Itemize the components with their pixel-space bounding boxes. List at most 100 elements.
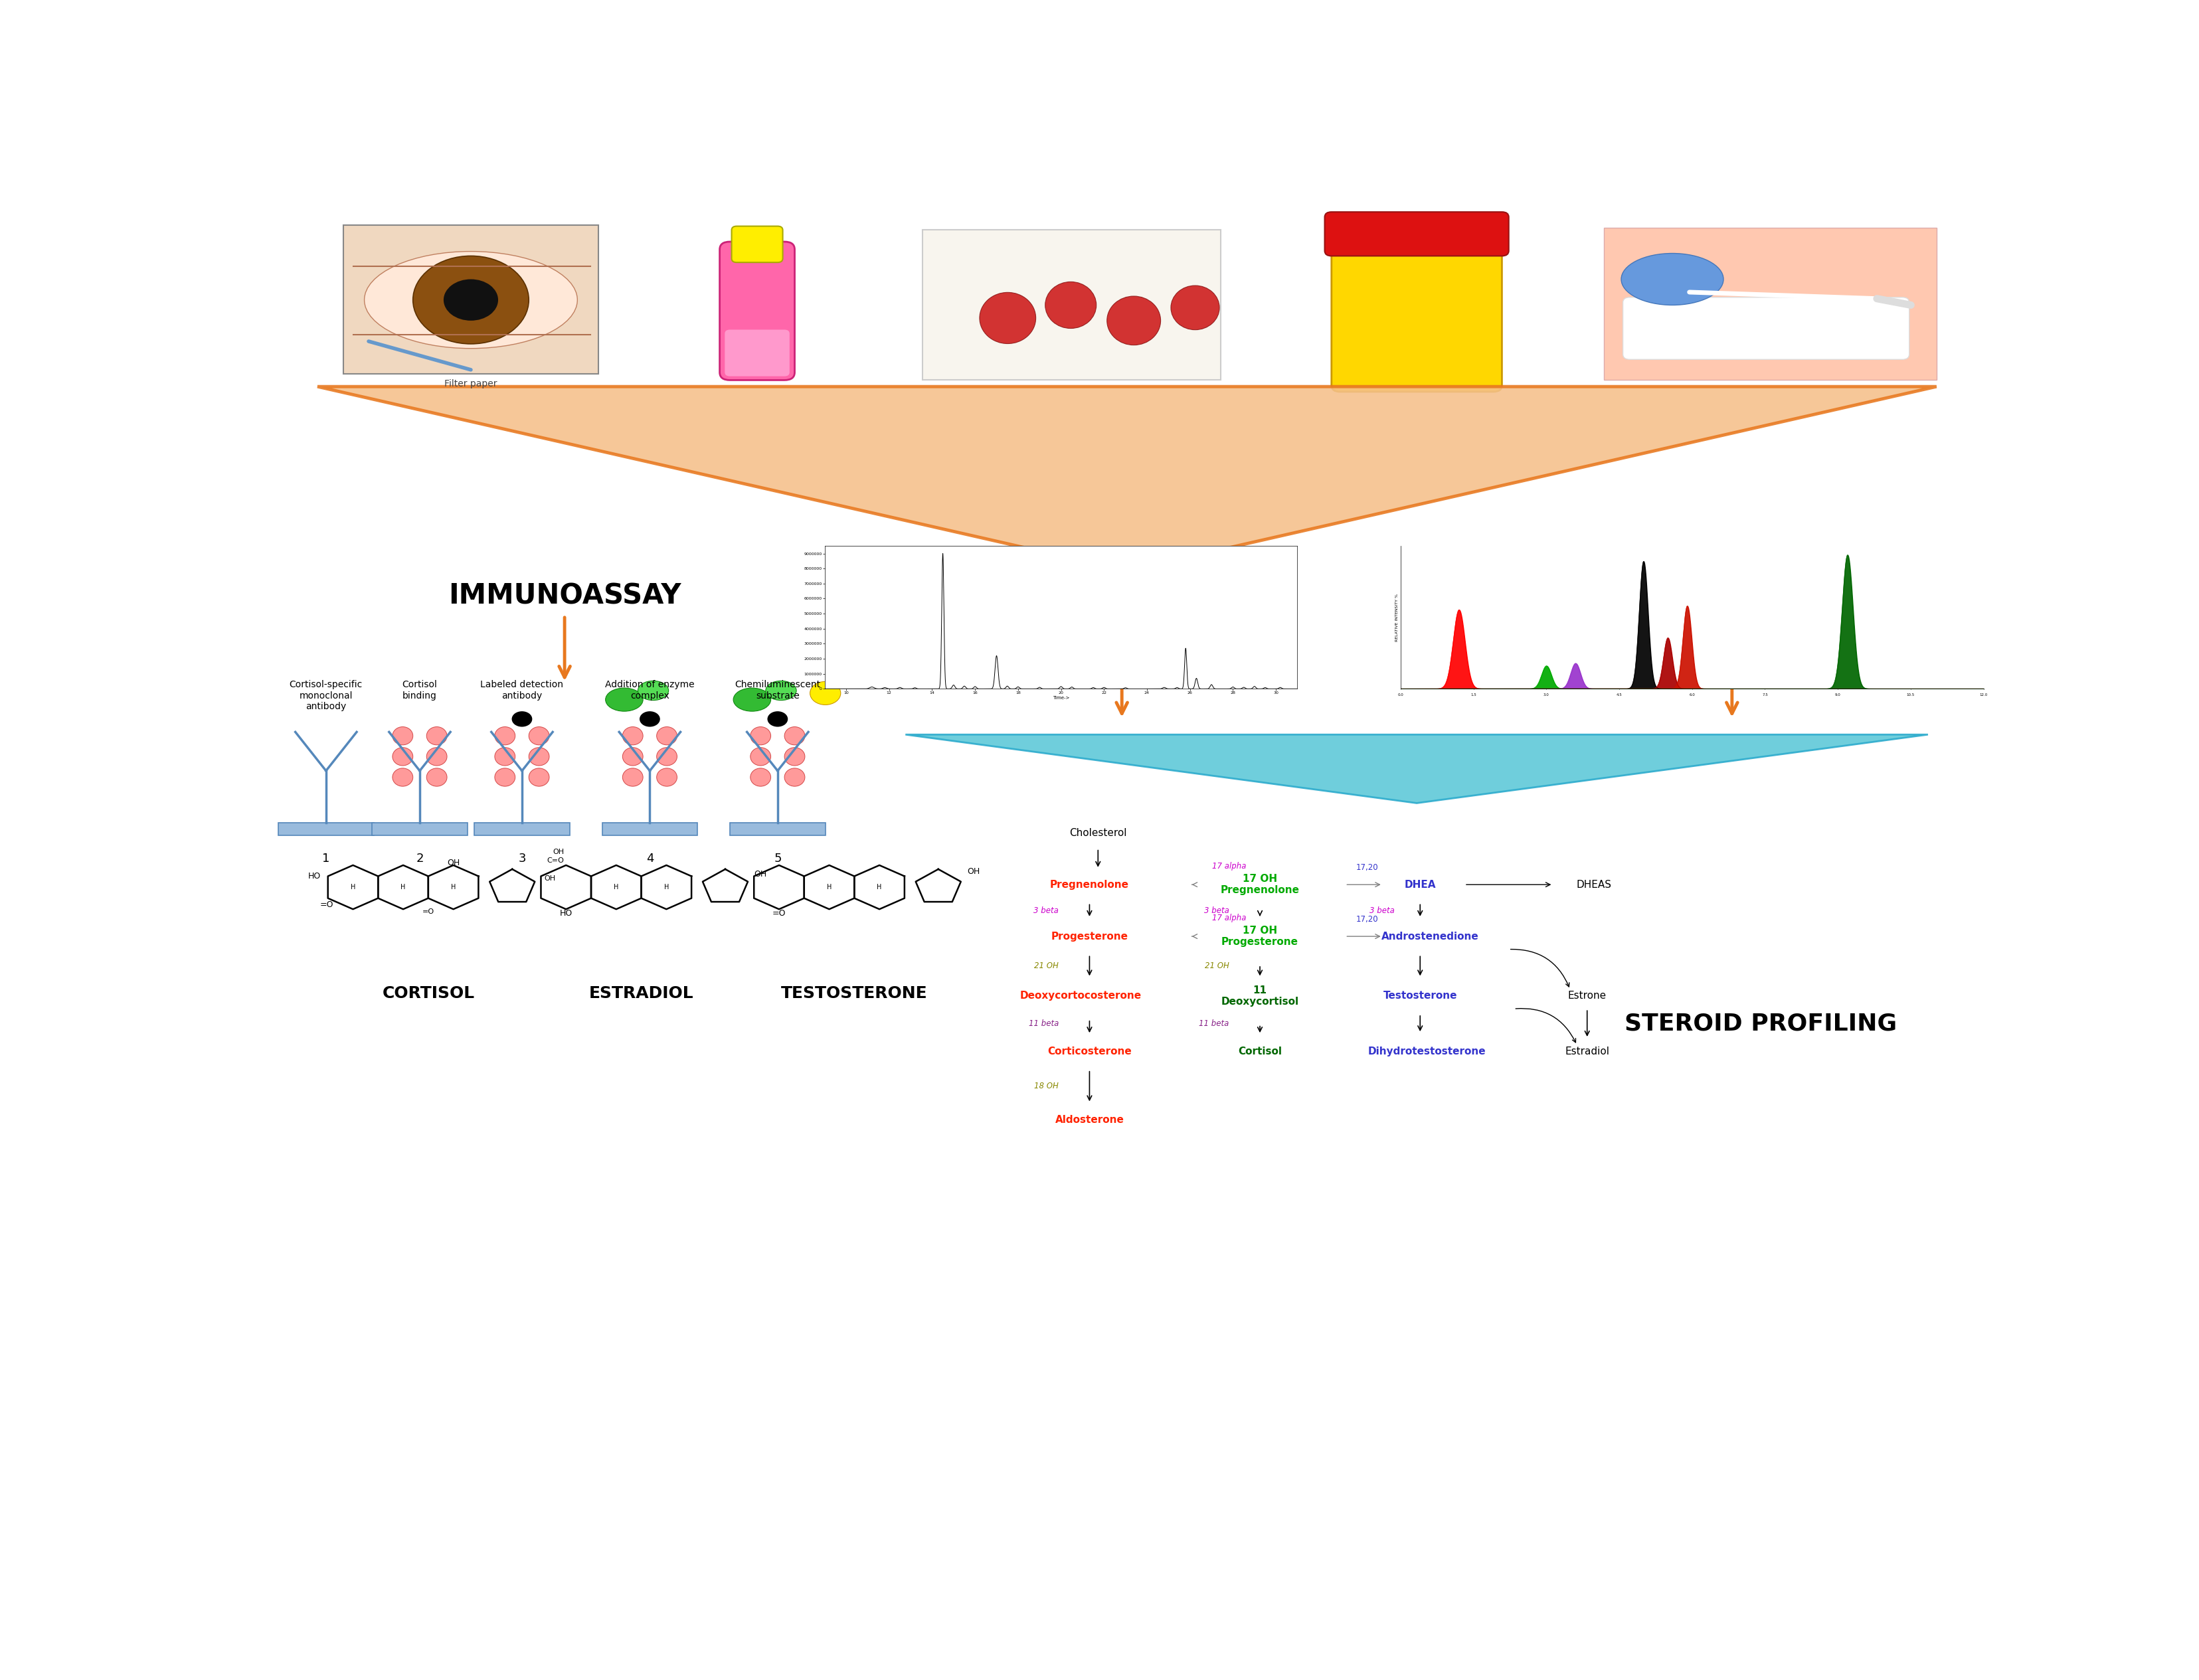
Ellipse shape [391,768,413,786]
Text: Addition of enzyme
complex: Addition of enzyme complex [605,680,695,701]
Ellipse shape [767,711,787,727]
Ellipse shape [750,727,772,744]
Ellipse shape [622,748,642,766]
Ellipse shape [785,727,805,744]
Ellipse shape [605,689,642,711]
Text: H: H [827,884,831,890]
Ellipse shape [622,727,642,744]
Ellipse shape [427,727,446,744]
Text: Estrone: Estrone [1568,991,1607,1001]
Text: 2: 2 [416,853,424,865]
FancyBboxPatch shape [732,227,783,262]
Text: HO: HO [559,909,572,917]
FancyBboxPatch shape [719,242,794,380]
Ellipse shape [732,689,772,711]
Text: Pregnenolone: Pregnenolone [1049,880,1128,890]
Text: OH: OH [552,848,565,855]
Ellipse shape [528,727,550,744]
Text: Estradiol: Estradiol [1566,1047,1610,1057]
Ellipse shape [391,748,413,766]
Ellipse shape [638,680,668,701]
Ellipse shape [640,711,660,727]
Ellipse shape [622,768,642,786]
Text: =O: =O [772,909,785,917]
Text: GC-MS: GC-MS [1071,583,1174,610]
Text: =O: =O [422,909,433,914]
Text: DHEAS: DHEAS [1577,880,1612,890]
Text: Deoxycortocosterone: Deoxycortocosterone [1020,991,1141,1001]
Ellipse shape [658,727,677,744]
Text: Labeled detection
antibody: Labeled detection antibody [479,680,563,701]
Ellipse shape [427,748,446,766]
Text: =O: =O [321,900,334,909]
Ellipse shape [444,279,499,321]
FancyBboxPatch shape [1333,227,1502,391]
Text: 17,20: 17,20 [1357,864,1379,872]
Ellipse shape [512,711,532,727]
Text: Androstenedione: Androstenedione [1381,931,1480,941]
Text: OH: OH [543,875,556,882]
Text: Aldosterone: Aldosterone [1056,1116,1124,1126]
Text: C=O: C=O [548,857,565,864]
Ellipse shape [1106,296,1161,344]
Ellipse shape [427,768,446,786]
Polygon shape [317,386,1937,553]
Ellipse shape [528,748,550,766]
Text: 4: 4 [647,853,653,865]
Text: 3 beta: 3 beta [1205,906,1229,916]
Text: Cortisol
binding: Cortisol binding [402,680,438,701]
Ellipse shape [750,748,772,766]
Ellipse shape [495,727,515,744]
FancyBboxPatch shape [603,823,697,835]
Text: 11 beta: 11 beta [1198,1020,1229,1028]
X-axis label: Time->: Time-> [1053,696,1069,701]
Ellipse shape [809,682,840,706]
Ellipse shape [765,680,796,701]
Text: IMMUNOASSAY: IMMUNOASSAY [449,583,682,610]
Text: OH: OH [446,858,460,867]
Text: Testosterone: Testosterone [1383,991,1458,1001]
Ellipse shape [1170,286,1220,329]
Text: H: H [451,884,455,890]
Text: Chemiluminescent
substrate: Chemiluminescent substrate [734,680,820,701]
Ellipse shape [785,748,805,766]
FancyBboxPatch shape [726,329,789,376]
Ellipse shape [979,292,1036,344]
Text: Dihydrotestosterone: Dihydrotestosterone [1368,1047,1487,1057]
Ellipse shape [1045,282,1097,328]
Ellipse shape [658,748,677,766]
FancyBboxPatch shape [1603,227,1937,380]
FancyBboxPatch shape [1623,297,1909,360]
FancyBboxPatch shape [343,225,598,373]
Ellipse shape [785,768,805,786]
Y-axis label: RELATIVE INTENSITY %: RELATIVE INTENSITY % [1396,593,1399,642]
Ellipse shape [391,727,413,744]
Ellipse shape [528,768,550,786]
Ellipse shape [413,255,528,344]
FancyBboxPatch shape [372,823,468,835]
Text: 11
Deoxycortisol: 11 Deoxycortisol [1220,984,1300,1006]
Text: 17 alpha: 17 alpha [1212,862,1247,870]
Text: 21 OH: 21 OH [1205,963,1229,971]
Text: Progesterone: Progesterone [1051,931,1128,941]
Text: STEROID PROFILING: STEROID PROFILING [1625,1013,1898,1035]
Ellipse shape [495,768,515,786]
FancyBboxPatch shape [924,230,1220,380]
Text: TESTOSTERONE: TESTOSTERONE [781,984,928,1001]
Text: DHEA: DHEA [1405,880,1436,890]
Text: 5: 5 [774,853,781,865]
Text: ESTRADIOL: ESTRADIOL [589,984,693,1001]
Text: H: H [664,884,668,890]
Text: CORTISOL: CORTISOL [383,984,475,1001]
FancyBboxPatch shape [475,823,570,835]
Ellipse shape [750,768,772,786]
Text: HO: HO [308,872,321,880]
Text: LC-MS/MS: LC-MS/MS [1654,583,1810,610]
Text: 3: 3 [519,853,526,865]
Polygon shape [906,734,1929,803]
Text: 3 beta: 3 beta [1034,906,1060,916]
Text: DERIVATIZATION STEP: DERIVATIZATION STEP [1007,654,1236,672]
Text: 11 beta: 11 beta [1029,1020,1060,1028]
Text: Cholesterol: Cholesterol [1069,828,1126,838]
Text: 1: 1 [323,853,330,865]
